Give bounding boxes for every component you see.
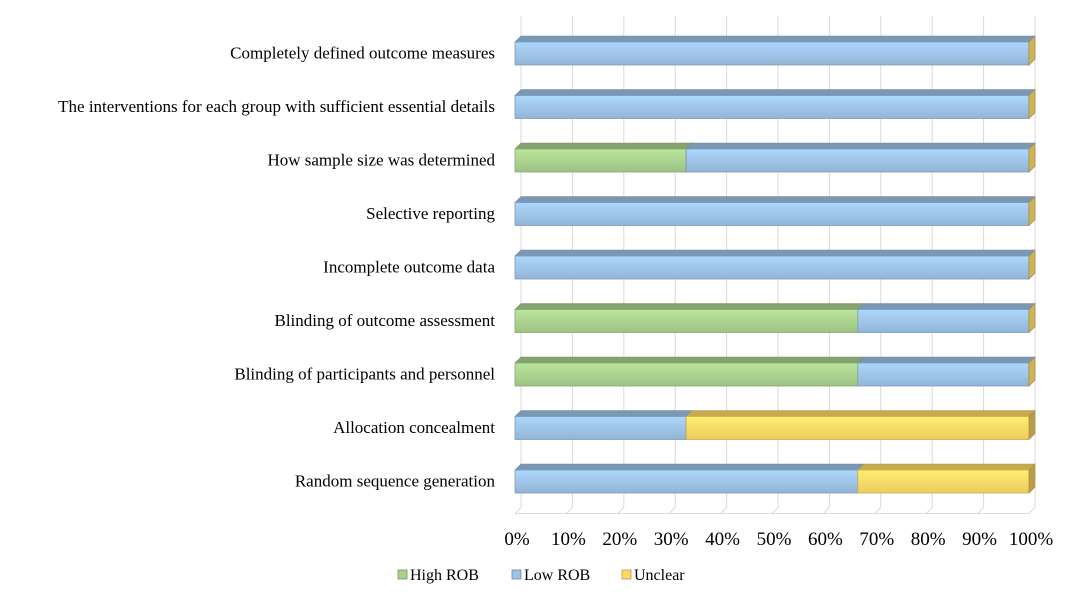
- legend-item: Low ROB: [511, 567, 590, 584]
- bar-segment: [514, 88, 1036, 120]
- bar-segment: [685, 409, 1036, 441]
- bar-end-cap: [1028, 195, 1036, 227]
- legend-swatch: [621, 569, 632, 580]
- x-tick-label: 40%: [705, 529, 740, 550]
- legend-label: High ROB: [410, 567, 479, 584]
- x-tick-label: 20%: [602, 529, 637, 550]
- x-tick-label: 60%: [808, 529, 843, 550]
- bar-segment: [857, 356, 1036, 387]
- gridline-floor: [1028, 507, 1036, 514]
- legend-item: Unclear: [621, 567, 685, 584]
- x-tick-label: 30%: [654, 529, 689, 550]
- category-label: Blinding of outcome assessment: [274, 311, 495, 330]
- category-label: The interventions for each group with su…: [58, 97, 495, 116]
- bar-segment: [857, 463, 1036, 494]
- category-label: Allocation concealment: [333, 418, 495, 437]
- x-tick-label: 90%: [962, 529, 997, 550]
- category-label: Random sequence generation: [295, 471, 496, 490]
- bar-end-cap: [1028, 356, 1036, 387]
- bar-segment: [857, 302, 1036, 334]
- bar-end-cap: [1028, 88, 1036, 120]
- x-tick-label: 70%: [859, 529, 894, 550]
- bars: [514, 35, 1036, 494]
- gridline-floor: [668, 507, 676, 514]
- legend-label: Unclear: [634, 567, 685, 584]
- bar-end-cap: [1028, 142, 1036, 173]
- category-label: Blinding of participants and personnel: [234, 364, 495, 383]
- x-tick-label: 0%: [504, 529, 530, 550]
- category-label: Selective reporting: [366, 204, 495, 223]
- legend-label: Low ROB: [524, 567, 590, 584]
- bar-end-cap: [1028, 249, 1036, 280]
- x-tick-label: 10%: [551, 529, 586, 550]
- bar-segment: [514, 35, 1036, 66]
- legend: High ROB Low ROB Unclear: [397, 567, 685, 584]
- legend-swatch: [511, 569, 522, 580]
- gridline-floor: [977, 507, 984, 514]
- legend-item: High ROB: [397, 567, 479, 584]
- category-label: How sample size was determined: [267, 150, 495, 169]
- bar-end-cap: [1028, 302, 1036, 334]
- gridline-floor: [823, 507, 830, 514]
- category-labels: Completely defined outcome measures The i…: [58, 43, 495, 490]
- bar-segment: [514, 195, 1036, 227]
- x-tick-label: 80%: [911, 529, 946, 550]
- gridline-floor: [874, 507, 882, 514]
- bar-segment: [685, 142, 1036, 173]
- category-label: Completely defined outcome measures: [230, 43, 495, 62]
- gridline-floor: [771, 507, 779, 514]
- bar-segment: [514, 409, 693, 441]
- bar-segment: [514, 463, 865, 494]
- category-label: Incomplete outcome data: [323, 257, 495, 276]
- gridline-floor: [514, 507, 522, 514]
- x-tick-labels: 0% 10% 20% 30% 40% 50% 60% 70% 80% 90% 100%: [504, 529, 1053, 550]
- legend-swatch: [397, 569, 408, 580]
- gridline-floor: [720, 507, 727, 514]
- bar-segment: [514, 142, 693, 173]
- x-tick-label: 100%: [1009, 529, 1054, 550]
- x-tick-label: 50%: [757, 529, 792, 550]
- gridline-floor: [617, 507, 625, 514]
- bar-end-cap: [1028, 35, 1036, 66]
- bar-segment: [514, 302, 865, 334]
- gridline-floor: [566, 507, 573, 514]
- gridline-floor: [925, 507, 933, 514]
- bar-segment: [514, 356, 865, 387]
- bar-segment: [514, 249, 1036, 280]
